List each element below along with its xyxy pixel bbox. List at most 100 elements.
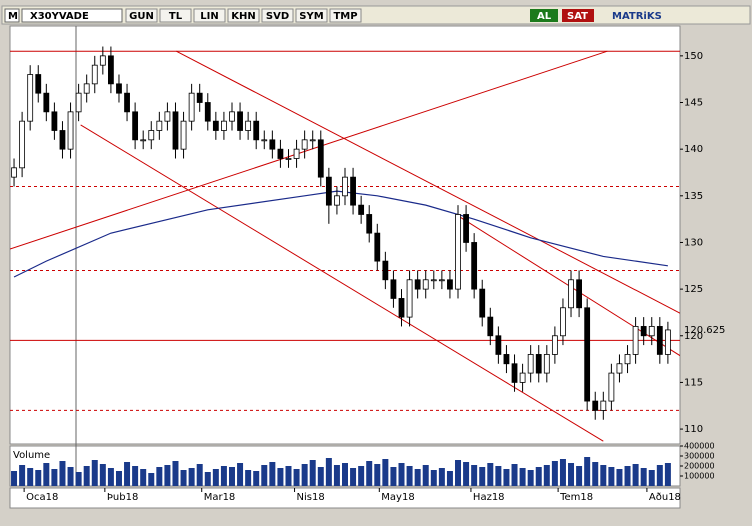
volume-bar <box>519 468 526 486</box>
toolbar-button-label: TL <box>169 11 183 22</box>
y-tick-label: 110 <box>684 424 703 435</box>
volume-bar <box>67 467 74 486</box>
toolbar-button[interactable] <box>295 8 328 23</box>
y-tick-label: 115 <box>684 377 703 388</box>
candle-body <box>277 148 284 159</box>
volume-bar <box>382 459 389 486</box>
candle-body <box>27 74 34 122</box>
candle-body <box>156 120 163 131</box>
volume-bar <box>374 464 381 486</box>
volume-bar <box>438 468 445 486</box>
candle-body <box>285 158 292 160</box>
candle-body <box>19 120 26 169</box>
toolbar-button-label: GUN <box>129 11 154 22</box>
toolbar-button[interactable] <box>125 8 158 23</box>
candle-body <box>11 167 17 178</box>
candle-body <box>551 335 558 355</box>
volume-bar <box>543 465 550 486</box>
candle-body <box>245 120 252 131</box>
candle-body <box>196 92 203 103</box>
last-price-label: 120.625 <box>684 325 725 336</box>
candle-body <box>43 92 50 113</box>
candle-body <box>334 195 340 206</box>
volume-bar <box>495 466 502 486</box>
candle-body <box>664 329 671 355</box>
toolbar-button[interactable] <box>329 8 362 23</box>
candle-body <box>560 307 566 337</box>
candle-body <box>471 242 478 290</box>
trend-line <box>80 124 604 442</box>
volume-bar <box>43 463 50 486</box>
volume-bar <box>366 461 373 486</box>
candle-body <box>358 204 365 215</box>
toolbar-button[interactable] <box>227 8 260 23</box>
volume-bar <box>414 469 421 486</box>
x-tick-label: Nis18 <box>297 492 325 503</box>
candle-body <box>261 139 268 142</box>
volume-tick-label: 200000 <box>684 462 715 471</box>
volume-bar <box>342 463 348 486</box>
candle-body <box>212 120 219 131</box>
candle-body <box>648 326 655 337</box>
volume-bar <box>19 465 26 486</box>
volume-bar <box>648 470 655 486</box>
y-tick-label: 130 <box>684 237 703 248</box>
volume-bar <box>269 462 276 486</box>
candle-body <box>656 326 663 355</box>
volume-bar <box>277 468 284 486</box>
toolbar-button[interactable] <box>261 8 294 23</box>
candle-body <box>325 176 332 206</box>
toolbar-button[interactable] <box>193 8 226 23</box>
toolbar-button-label: LIN <box>200 11 218 22</box>
volume-bar <box>99 464 106 486</box>
volume-bar <box>107 468 114 486</box>
volume-bar <box>220 466 227 486</box>
trend-line <box>10 50 608 250</box>
candle-body <box>430 279 437 282</box>
toolbar-button[interactable] <box>159 8 192 23</box>
candle-body <box>543 354 550 374</box>
volume-bar <box>156 467 163 486</box>
volume-bar <box>398 463 405 486</box>
y-tick-label: 150 <box>684 51 703 62</box>
candle-body <box>99 55 106 66</box>
candle-body <box>503 354 510 365</box>
candle-body <box>108 55 114 85</box>
volume-bar <box>301 464 308 486</box>
candle-body <box>309 139 316 142</box>
candle-body <box>495 335 502 355</box>
volume-bar <box>616 469 623 486</box>
sell-button[interactable] <box>562 9 594 22</box>
candle-body <box>91 64 98 85</box>
x-tick-label: May18 <box>381 492 414 503</box>
candle-body <box>204 102 211 122</box>
volume-bar <box>51 469 58 486</box>
x-tick-label: Tem18 <box>559 492 593 503</box>
volume-tick-label: 100000 <box>684 472 715 481</box>
toolbar-button-label: SVD <box>266 11 289 22</box>
candle-body <box>519 372 526 383</box>
candle-body <box>269 139 276 150</box>
candle-body <box>398 298 405 318</box>
symbol-box[interactable] <box>21 8 123 23</box>
candle-body <box>600 400 607 411</box>
symbol: X30YVADE <box>30 11 89 22</box>
volume-bar <box>455 460 462 486</box>
volume-bar <box>592 462 599 486</box>
volume-bar <box>11 471 18 486</box>
x-axis-panel <box>9 487 681 509</box>
volume-bar <box>59 461 66 486</box>
candle-body <box>422 279 429 290</box>
buy-button[interactable] <box>530 9 558 22</box>
volume-bar <box>261 465 268 486</box>
volume-tick-label: 400000 <box>684 442 715 451</box>
candle-body <box>342 176 348 197</box>
volume-bar <box>237 463 244 486</box>
candle-body <box>188 92 195 122</box>
volume-bar <box>446 471 453 486</box>
candle-body <box>447 279 453 290</box>
candle-body <box>237 111 243 131</box>
candle-body <box>479 288 486 318</box>
volume-bar <box>75 472 82 486</box>
candle-body <box>83 83 90 94</box>
